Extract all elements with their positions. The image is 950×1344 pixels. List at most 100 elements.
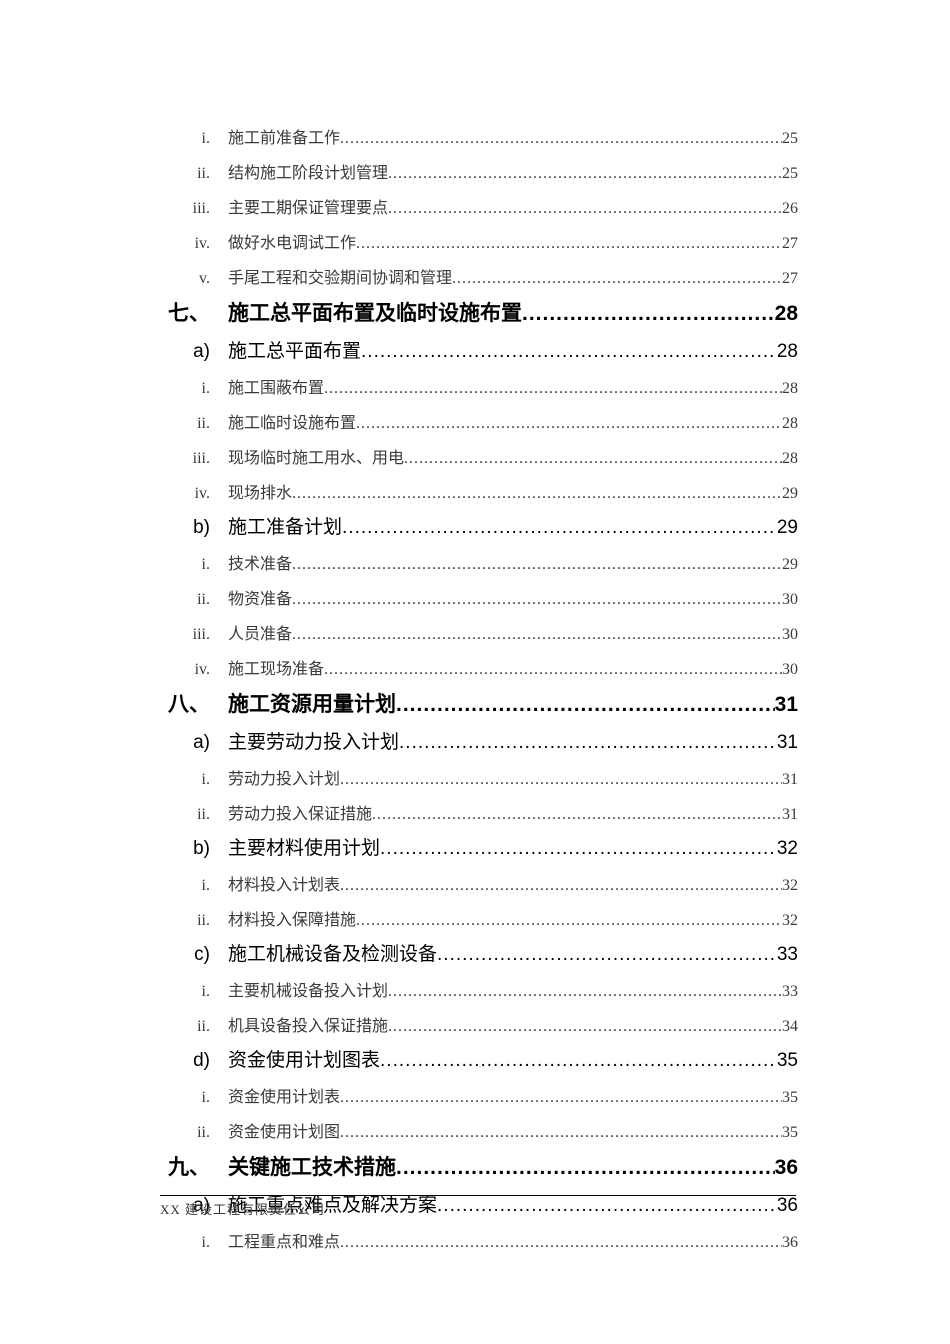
toc-entry-page: 32 (777, 838, 798, 860)
toc-entry-title: 人员准备 (228, 620, 292, 644)
toc-entry-label: d) (156, 1050, 228, 1072)
toc-leader: ........................................… (356, 912, 782, 930)
toc-entry-title: 施工资源用量计划 (228, 688, 396, 718)
toc-entry-title: 主要劳动力投入计划 (228, 727, 399, 754)
toc-entry-page: 30 (782, 661, 798, 679)
toc-entry-title: 施工总平面布置及临时设施布置 (228, 297, 522, 327)
toc-entry[interactable]: i.资金使用计划表...............................… (156, 1083, 798, 1107)
toc-entry-title: 做好水电调试工作 (228, 229, 356, 253)
toc-entry-title: 主要工期保证管理要点 (228, 194, 388, 218)
toc-entry[interactable]: c)施工机械设备及检测设备...........................… (156, 939, 798, 966)
toc-entry[interactable]: iii.人员准备................................… (156, 620, 798, 644)
toc-leader: ........................................… (361, 341, 777, 363)
toc-entry-label: i. (156, 380, 228, 398)
toc-entry[interactable]: i.主要机械设备投入计划............................… (156, 977, 798, 1001)
toc-entry[interactable]: i.材料投入计划表...............................… (156, 871, 798, 895)
toc-entry-page: 36 (775, 1156, 798, 1180)
toc-leader: ........................................… (324, 661, 782, 679)
toc-entry[interactable]: iv.施工现场准备...............................… (156, 655, 798, 679)
toc-entry[interactable]: a)施工总平面布置...............................… (156, 336, 798, 363)
toc-entry-page: 35 (782, 1124, 798, 1142)
toc-entry-page: 36 (782, 1234, 798, 1252)
toc-entry-label: iii. (156, 626, 228, 644)
toc-entry-page: 29 (782, 485, 798, 503)
toc-leader: ........................................… (356, 235, 782, 253)
toc-entry[interactable]: ii.施工临时设施布置.............................… (156, 409, 798, 433)
toc-entry[interactable]: ii.结构施工阶段计划管理...........................… (156, 159, 798, 183)
footer-rule (160, 1195, 796, 1196)
toc-entry[interactable]: v.手尾工程和交验期间协调和管理........................… (156, 264, 798, 288)
toc-entry[interactable]: iii.现场临时施工用水、用电.........................… (156, 444, 798, 468)
footer-company: XX 建设工程有限责任公司 (160, 1199, 796, 1218)
toc-entry-page: 33 (782, 983, 798, 1001)
toc-entry[interactable]: i.施工围蔽布置................................… (156, 374, 798, 398)
toc-entry-title: 资金使用计划图 (228, 1118, 340, 1142)
toc-entry-title: 资金使用计划表 (228, 1083, 340, 1107)
toc-entry-title: 现场排水 (228, 479, 292, 503)
toc-entry[interactable]: ii.机具设备投入保证措施...........................… (156, 1012, 798, 1036)
toc-leader: ........................................… (340, 1124, 782, 1142)
toc-leader: ........................................… (380, 838, 777, 860)
toc-entry[interactable]: 八、施工资源用量计划..............................… (156, 688, 798, 718)
toc-entry-page: 32 (782, 912, 798, 930)
toc-entry-label: iv. (156, 661, 228, 679)
toc-entry[interactable]: ii.资金使用计划图..............................… (156, 1118, 798, 1142)
toc-entry-label: ii. (156, 1124, 228, 1142)
toc-entry-label: c) (156, 944, 228, 966)
toc-entry-title: 劳动力投入计划 (228, 765, 340, 789)
toc-entry[interactable]: d)资金使用计划图表..............................… (156, 1045, 798, 1072)
toc-entry-title: 主要机械设备投入计划 (228, 977, 388, 1001)
toc-entry[interactable]: i.劳动力投入计划...............................… (156, 765, 798, 789)
toc-entry-page: 35 (782, 1089, 798, 1107)
toc-entry-label: a) (156, 732, 228, 754)
toc-entry[interactable]: i.技术准备..................................… (156, 550, 798, 574)
toc-entry-label: ii. (156, 165, 228, 183)
toc-leader: ........................................… (324, 380, 782, 398)
toc-entry-page: 34 (782, 1018, 798, 1036)
toc-entry[interactable]: iv.现场排水.................................… (156, 479, 798, 503)
toc-entry-title: 技术准备 (228, 550, 292, 574)
toc-leader: ........................................… (404, 450, 782, 468)
toc-entry-label: ii. (156, 1018, 228, 1036)
toc-entry-label: iii. (156, 450, 228, 468)
toc-entry[interactable]: iv.做好水电调试工作.............................… (156, 229, 798, 253)
toc-entry-label: iv. (156, 235, 228, 253)
toc-entry-title: 施工机械设备及检测设备 (228, 939, 437, 966)
toc-entry-label: iii. (156, 200, 228, 218)
toc-leader: ........................................… (340, 1089, 782, 1107)
toc-entry[interactable]: 七、施工总平面布置及临时设施布置........................… (156, 297, 798, 327)
toc-entry-title: 结构施工阶段计划管理 (228, 159, 388, 183)
toc-entry[interactable]: b)主要材料使用计划..............................… (156, 833, 798, 860)
toc-leader: ........................................… (380, 1050, 777, 1072)
toc-leader: ........................................… (396, 1156, 775, 1180)
toc-entry[interactable]: i.施工前准备工作...............................… (156, 124, 798, 148)
page-footer: XX 建设工程有限责任公司 (160, 1195, 796, 1218)
toc-entry-page: 28 (782, 450, 798, 468)
toc-entry-label: i. (156, 1234, 228, 1252)
toc-entry-page: 25 (782, 165, 798, 183)
toc-entry[interactable]: 九、关键施工技术措施..............................… (156, 1151, 798, 1181)
toc-leader: ........................................… (372, 806, 782, 824)
toc-entry-title: 主要材料使用计划 (228, 833, 380, 860)
toc-entry-page: 28 (782, 415, 798, 433)
toc-entry[interactable]: ii.材料投入保障措施.............................… (156, 906, 798, 930)
toc-entry[interactable]: iii.主要工期保证管理要点..........................… (156, 194, 798, 218)
toc-entry-page: 28 (777, 341, 798, 363)
toc-entry[interactable]: a)主要劳动力投入计划.............................… (156, 727, 798, 754)
toc-leader: ........................................… (399, 732, 777, 754)
toc-entry-page: 35 (777, 1050, 798, 1072)
toc-entry-label: 九、 (156, 1151, 228, 1181)
toc-entry-title: 手尾工程和交验期间协调和管理 (228, 264, 452, 288)
toc-entry[interactable]: i.工程重点和难点...............................… (156, 1228, 798, 1252)
toc-leader: ........................................… (340, 771, 782, 789)
toc-entry[interactable]: ii.劳动力投入保证措施............................… (156, 800, 798, 824)
toc-entry[interactable]: b)施工准备计划................................… (156, 512, 798, 539)
toc-entry-page: 29 (777, 517, 798, 539)
toc-entry[interactable]: ii.物资准备.................................… (156, 585, 798, 609)
toc-entry-label: i. (156, 1089, 228, 1107)
toc-entry-label: b) (156, 838, 228, 860)
toc-entry-page: 32 (782, 877, 798, 895)
toc-entry-label: ii. (156, 912, 228, 930)
toc-entry-title: 资金使用计划图表 (228, 1045, 380, 1072)
toc-entry-label: i. (156, 771, 228, 789)
